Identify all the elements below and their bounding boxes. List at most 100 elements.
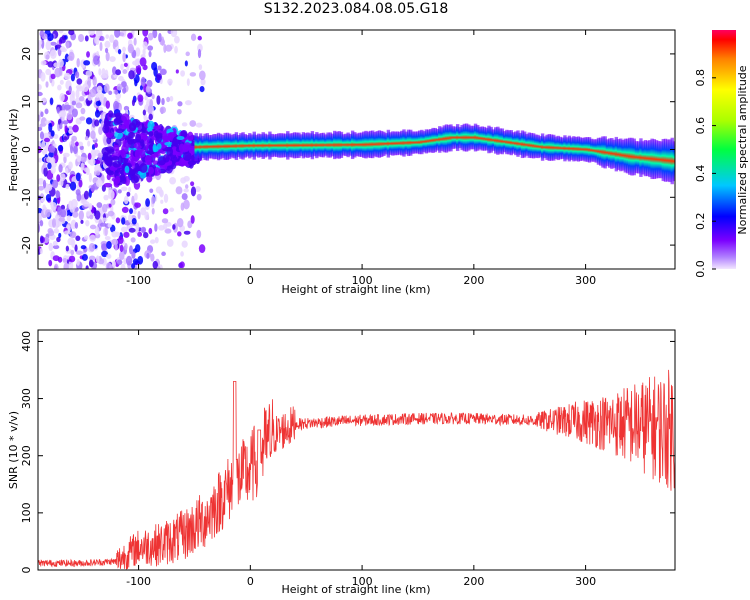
spectrogram-noise-cell (78, 96, 85, 102)
spectrogram-noise-cell (113, 144, 120, 151)
spectrogram-ridge-cell (502, 131, 507, 153)
spectrogram-noise-cell (116, 83, 123, 91)
spectrogram-noise-cell (135, 222, 140, 232)
spectrogram-noise-cell (72, 145, 78, 155)
spectrogram-ridge-cell (321, 132, 326, 158)
spectrogram-noise-cell (123, 257, 127, 265)
spectrogram-noise-cell (41, 38, 45, 49)
spectrogram-noise-cell (139, 85, 144, 91)
spectrogram-noise-cell (145, 198, 150, 207)
spectrogram-noise-cell (76, 155, 82, 163)
spectrogram-noise-cell (183, 188, 189, 193)
spectrogram-ridge-cell (476, 124, 480, 151)
spectrogram-ridge-cell (315, 132, 319, 159)
spectrogram-noise-cell (197, 48, 202, 59)
spectrogram-noise-cell (163, 43, 167, 53)
spectrogram-ridge-cell (366, 131, 370, 158)
spectrogram-noise-cell (76, 57, 80, 68)
spectrogram-ridge-cell (404, 131, 408, 155)
spectrogram-ridge-cell (520, 130, 525, 159)
spectrogram-noise-cell (144, 211, 150, 221)
spectrogram-noise-cell (51, 218, 57, 228)
snr-series-line (38, 369, 675, 570)
spectrogram-noise-cell (105, 51, 110, 62)
spectrogram-noise-cell (53, 228, 60, 234)
spectrogram-ridge-cell (288, 133, 292, 158)
spectrogram-ridge-cell (201, 135, 205, 158)
spectrogram-ridge-cell (388, 132, 393, 155)
spectrogram-ridge-cell (607, 138, 612, 168)
spectrogram-noise-cell (137, 255, 144, 265)
spectrogram-ridge-cell (540, 133, 545, 161)
spectrogram-ridge-cell (650, 138, 654, 180)
spectrogram-ridge-cell (440, 127, 444, 151)
spectrogram-noise-cell (102, 151, 109, 162)
spectrogram-ridge-cell (422, 131, 426, 153)
spectrogram-noise-cell (133, 192, 138, 201)
spectrogram-noise-cell (72, 211, 79, 218)
spectrogram-noise-cell (76, 78, 83, 85)
spectrogram-noise-cell (38, 91, 43, 97)
spectrogram-noise-cell (115, 69, 121, 76)
spectrogram-ridge-cell (663, 138, 668, 182)
spectrogram-noise-cell (94, 164, 101, 173)
spectrogram-ridge-cell (346, 132, 350, 158)
spectrogram-noise-cell (48, 259, 53, 267)
spectrogram-ridge-cell (406, 129, 411, 157)
spectrogram-noise-cell (42, 162, 47, 169)
spectrogram-x-tick-label: 300 (575, 274, 596, 287)
spectrogram-noise-cell (53, 133, 59, 139)
spectrogram-noise-cell (45, 141, 49, 149)
snr-x-tick-label: 0 (247, 575, 254, 588)
spectrogram-noise-cell (88, 242, 96, 252)
spectrogram-ridge-cell (630, 137, 634, 176)
spectrogram-ridge-cell (207, 135, 212, 159)
spectrogram-noise-cell (154, 223, 158, 232)
spectrogram-noise-cell (103, 182, 113, 188)
spectrogram-ridge-cell (672, 141, 675, 182)
spectrogram-ridge-cell (569, 137, 574, 160)
spectrogram-ridge-cell (268, 131, 272, 160)
spectrogram-noise-cell (98, 68, 102, 76)
spectrogram-noise-cell (196, 229, 202, 239)
spectrogram-ridge-cell (525, 133, 529, 156)
spectrogram-ridge-cell (373, 131, 377, 157)
spectrogram-noise-cell (60, 204, 66, 211)
spectrogram-ridge-cell (549, 134, 554, 161)
spectrogram-noise-cell (75, 172, 81, 182)
spectrogram-noise-cell (103, 120, 111, 126)
spectrogram-noise-cell (172, 224, 176, 230)
spectrogram-ridge-cell (431, 127, 435, 153)
spectrogram-ridge-cell (382, 131, 386, 157)
spectrogram-ridge-cell (308, 133, 312, 158)
spectrogram-noise-cell (96, 202, 103, 208)
spectrogram-noise-cell (75, 235, 81, 242)
spectrogram-noise-cell (38, 195, 42, 201)
spectrogram-noise-cell (199, 70, 206, 81)
spectrogram-noise-cell (173, 35, 180, 44)
spectrogram-noise-cell (85, 265, 89, 269)
spectrogram-noise-cell (175, 161, 181, 166)
spectrogram-noise-cell (190, 215, 195, 224)
spectrogram-noise-cell (133, 209, 137, 215)
spectrogram-noise-cell (45, 54, 50, 60)
spectrogram-ridge-cell (330, 133, 335, 157)
spectrogram-noise-cell (45, 40, 52, 51)
spectrogram-noise-cell (181, 193, 188, 201)
spectrogram-noise-cell (196, 193, 202, 201)
spectrogram-noise-cell (104, 47, 109, 54)
spectrogram-noise-cell (65, 183, 70, 190)
spectrogram-ridge-cell (239, 133, 243, 159)
spectrogram-noise-cell (78, 210, 84, 221)
spectrogram-ridge-cell (482, 126, 487, 151)
spectrogram-noise-cell (176, 217, 184, 228)
snr-panel: -100 0 100 200 300 0 100 200 300 400 Height of s… (7, 329, 676, 596)
spectrogram-ridge-cell (511, 132, 516, 154)
spectrogram-noise-cell (198, 244, 206, 254)
spectrogram-ridge-cell (212, 133, 216, 160)
spectrogram-noise-cell (144, 95, 148, 101)
spectrogram-noise-cell (148, 131, 154, 137)
spectrogram-ridge-cell (485, 127, 489, 151)
spectrogram-noise-cell (97, 152, 104, 158)
spectrogram-noise-cell (39, 235, 44, 244)
